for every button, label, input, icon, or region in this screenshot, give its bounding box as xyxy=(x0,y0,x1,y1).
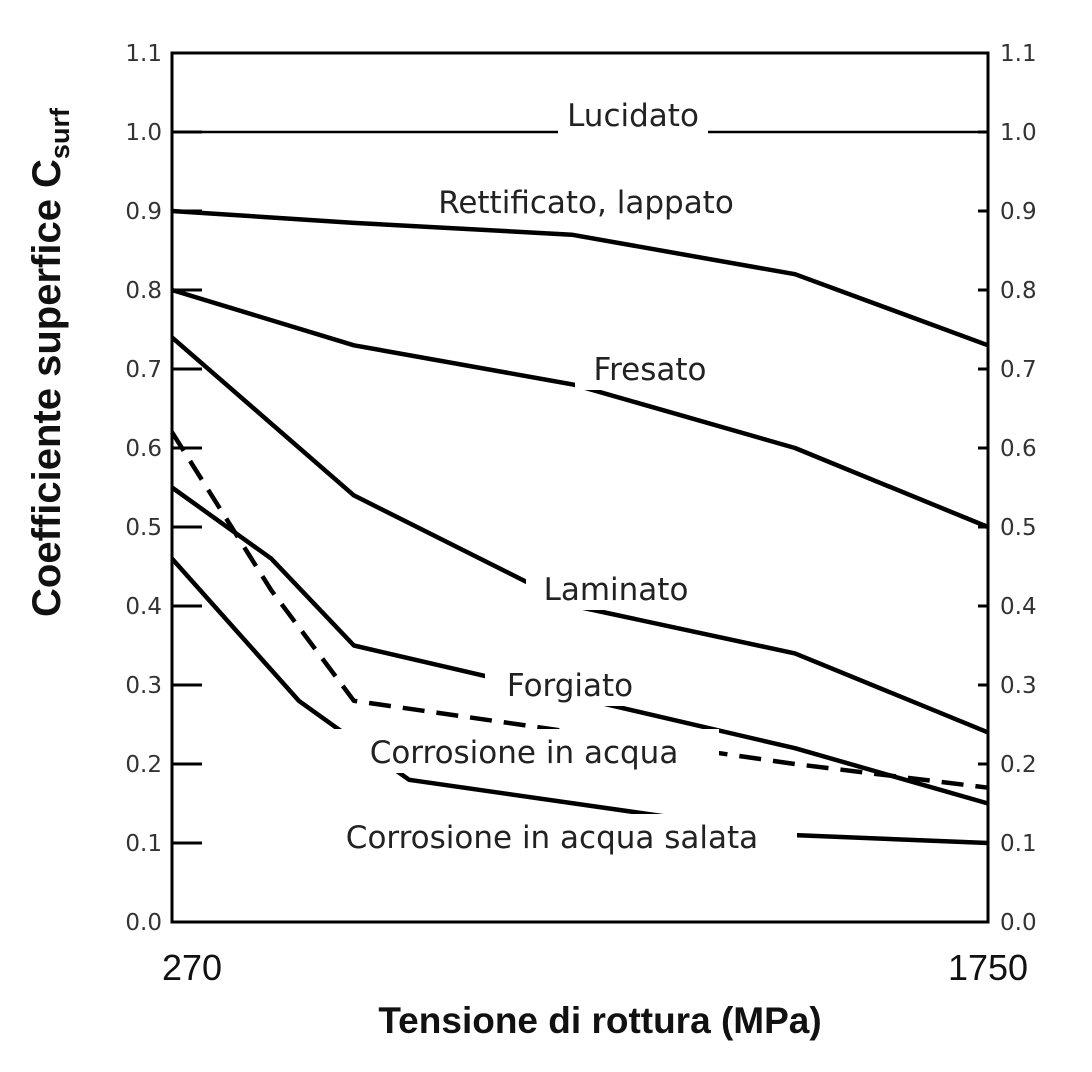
y-tick-label-left-0-7: 0.7 xyxy=(125,357,162,383)
series-rettificato-lappato-line xyxy=(171,208,989,348)
frame-layer xyxy=(170,51,990,924)
annotation-fresato: Fresato xyxy=(594,352,707,388)
y-tick-label-left-1-1: 1.1 xyxy=(125,41,162,67)
label-mask-corrosione-in-acqua xyxy=(329,729,719,773)
y-tick-label-left-0-9: 0.9 xyxy=(125,199,162,225)
x-tick-label-1750: 1750 xyxy=(948,947,1028,988)
annotation-laminato: Laminato xyxy=(544,572,689,608)
y-tick-label-left-0-2: 0.2 xyxy=(125,752,162,778)
curves-layer xyxy=(170,130,989,846)
plot-frame xyxy=(170,51,990,924)
label-mask-laminato xyxy=(526,566,706,610)
series-fresato-line xyxy=(171,287,989,530)
y-tick-label-left-1-0: 1.0 xyxy=(125,120,162,146)
label-mask-forgiato xyxy=(485,662,655,706)
y-axis-title-main: Coefficiente superfice C xyxy=(25,159,69,617)
annotation-corrosione-in-acqua: Corrosione in acqua xyxy=(370,735,679,771)
y-tick-label-right-0-6: 0.6 xyxy=(1000,436,1037,462)
label-mask-lucidato xyxy=(558,92,708,136)
label-mask-fresato xyxy=(575,346,725,390)
y-tick-label-right-0-4: 0.4 xyxy=(1000,594,1037,620)
y-axis-title-subscript: surf xyxy=(45,107,75,159)
y-tick-label-right-1-0: 1.0 xyxy=(1000,120,1037,146)
y-tick-label-right-1-1: 1.1 xyxy=(1000,41,1037,67)
y-axis-title: Coefficiente superfice Csurf xyxy=(25,107,75,617)
x-tick-label-270: 270 xyxy=(162,947,222,988)
y-tick-label-left-0-4: 0.4 xyxy=(125,594,162,620)
x-axis-title: Tensione di rottura (MPa) xyxy=(378,1000,821,1041)
ticks-layer: 0.0 0.0 0.1 0.1 0.2 0.2 0.3 0.3 0.4 0.4 0.5 0.5 0.6 0… xyxy=(125,41,1036,988)
y-tick-label-right-0-7: 0.7 xyxy=(1000,357,1037,383)
y-tick-label-left-0-1: 0.1 xyxy=(125,831,162,857)
y-tick-label-left-0-0: 0.0 xyxy=(125,910,162,936)
y-tick-label-right-0-8: 0.8 xyxy=(1000,278,1037,304)
y-tick-label-left-0-3: 0.3 xyxy=(125,673,162,699)
y-tick-label-right-0-1: 0.1 xyxy=(1000,831,1037,857)
annotation-rettificato-lappato: Rettificato, lappato xyxy=(438,185,734,221)
series-corrosione-in-acqua-line xyxy=(170,431,989,790)
y-tick-label-left-0-8: 0.8 xyxy=(125,278,162,304)
annotation-corrosione-in-acqua-salata: Corrosione in acqua salata xyxy=(346,820,758,856)
label-mask-corrosione-in-acqua-salata xyxy=(307,814,797,858)
y-tick-label-right-0-2: 0.2 xyxy=(1000,752,1037,778)
y-tick-label-right-0-9: 0.9 xyxy=(1000,199,1037,225)
y-tick-label-right-0-5: 0.5 xyxy=(1000,515,1037,541)
annotation-forgiato: Forgiato xyxy=(507,668,633,704)
y-tick-label-left-0-5: 0.5 xyxy=(125,515,162,541)
y-tick-label-left-0-6: 0.6 xyxy=(125,436,162,462)
series-corrosione-in-acqua-salata-line xyxy=(170,557,989,846)
label-mask-rettificato-lappato xyxy=(416,179,756,223)
label-masks-layer xyxy=(307,92,797,858)
annotations-layer: Lucidato Rettificato, lappato Fresato Lamin… xyxy=(346,98,758,856)
axis-titles-layer: Tensione di rottura (MPa) Coefficiente su… xyxy=(25,107,822,1041)
y-tick-label-right-0-0: 0.0 xyxy=(1000,910,1037,936)
y-tick-label-right-0-3: 0.3 xyxy=(1000,673,1037,699)
annotation-lucidato: Lucidato xyxy=(567,98,699,134)
